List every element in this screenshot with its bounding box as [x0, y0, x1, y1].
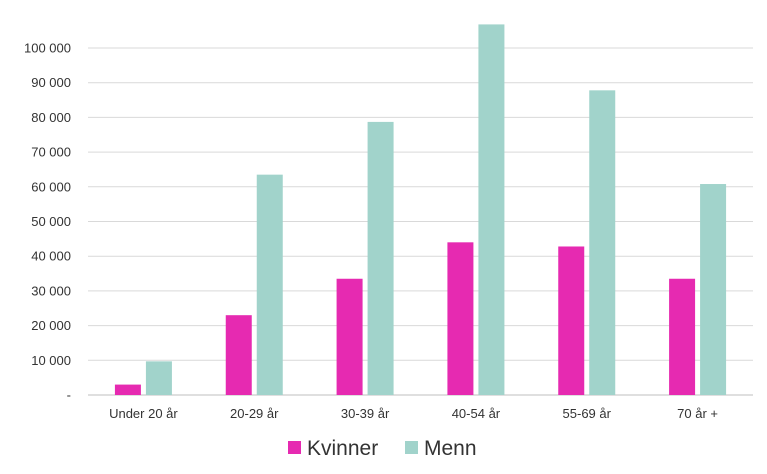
y-tick-label: 100 000	[24, 41, 71, 56]
bar-menn-2	[367, 121, 394, 395]
legend-swatch-menn	[405, 441, 418, 454]
y-tick-label: 40 000	[31, 249, 71, 264]
bars	[114, 24, 727, 396]
legend-label-menn: Menn	[424, 437, 477, 460]
bar-kvinner-5	[669, 278, 696, 395]
x-tick-label: 30-39 år	[341, 406, 390, 421]
x-tick-label: 40-54 år	[452, 406, 501, 421]
bar-menn-3	[478, 24, 505, 396]
legend: Kvinner Menn	[288, 437, 477, 460]
y-tick-label: 30 000	[31, 283, 71, 298]
bar-menn-5	[700, 184, 727, 395]
gridlines	[88, 47, 753, 396]
y-axis: - 10 000 20 000 30 000 40 000 50 000 60 000 70 …	[24, 41, 71, 403]
y-tick-label: 70 000	[31, 145, 71, 160]
x-tick-label: Under 20 år	[109, 406, 178, 421]
y-tick-label: 20 000	[31, 318, 71, 333]
x-tick-label: 70 år +	[677, 406, 718, 421]
bar-menn-0	[145, 361, 172, 395]
bar-kvinner-2	[336, 278, 363, 395]
bar-kvinner-0	[114, 384, 141, 395]
x-axis: Under 20 år 20-29 år 30-39 år 40-54 år 55-69…	[109, 406, 718, 421]
bar-kvinner-3	[447, 242, 474, 395]
bar-kvinner-4	[558, 246, 585, 395]
y-tick-label: 50 000	[31, 214, 71, 229]
bar-menn-1	[256, 174, 283, 395]
x-tick-label: 55-69 år	[563, 406, 612, 421]
y-tick-label: 10 000	[31, 353, 71, 368]
y-tick-label: 60 000	[31, 179, 71, 194]
bar-menn-4	[589, 90, 616, 396]
y-tick-label: -	[67, 388, 71, 403]
y-tick-label: 90 000	[31, 75, 71, 90]
y-tick-label: 80 000	[31, 110, 71, 125]
legend-label-kvinner: Kvinner	[307, 437, 378, 460]
legend-swatch-kvinner	[288, 441, 301, 454]
bar-kvinner-1	[225, 315, 252, 395]
x-tick-label: 20-29 år	[230, 406, 279, 421]
